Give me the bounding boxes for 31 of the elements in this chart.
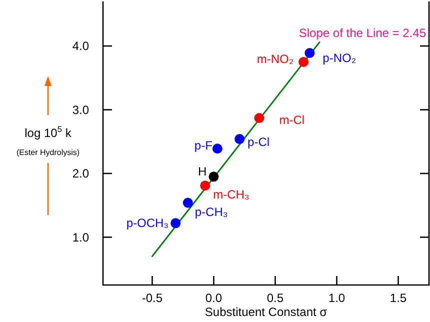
annotation: Slope of the Line = 2.45 [298,26,426,40]
point [182,198,193,208]
x-tick-label: 0.0 [205,291,222,305]
y-tick-label: 4.0 [72,39,90,54]
annotation: m-Cl [279,113,305,128]
point [234,134,245,144]
annotation: p-CH₃ [194,204,228,219]
point [208,172,219,182]
point [212,144,222,154]
annotation: p-F [194,138,212,153]
point [200,180,210,191]
annotation: p-OCH₃ [126,216,169,230]
annotation: m-NO₂ [256,52,294,66]
point [298,56,309,67]
point [304,48,315,58]
x-tick-label: 1.0 [328,291,346,305]
annotation: p-NO₂ [322,51,356,66]
annotation: p-Cl [248,135,270,150]
y-tick-label: 1.0 [72,230,90,244]
x-axis-title: Substituent Constant σ [204,305,328,319]
y-tick-label: 3.0 [72,102,90,117]
x-tick-label: -0.5 [142,291,163,305]
annotation: m-CH₃ [213,188,250,202]
point [170,218,181,228]
y-tick-label: 2.0 [72,166,90,181]
x-tick-label: 1.5 [390,291,407,305]
annotation: H [198,164,207,179]
text: (Ester Hydrolysis) [16,148,80,157]
x-tick-label: 0.5 [266,291,284,305]
y-axis-title: log 10$^{5}$ k [24,124,72,140]
point [254,113,264,124]
